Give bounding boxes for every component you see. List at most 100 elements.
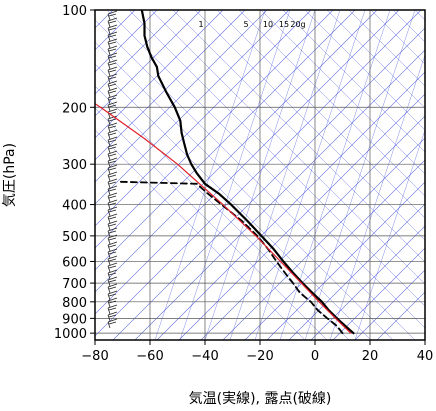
wind-barb-flag (108, 314, 117, 318)
dry-adiabat-line (95, 19, 416, 340)
wind-barb-flag (107, 220, 118, 225)
wind-barb-flag (108, 97, 117, 101)
wind-barb-flag (108, 125, 117, 129)
wind-barb-staff (107, 34, 111, 42)
dry-adiabat-line (95, 63, 372, 340)
x-axis: −80 −60 −40 −20 0 20 40 (81, 340, 433, 364)
wind-barb-flag (107, 213, 118, 218)
wind-barb-staff (107, 293, 111, 301)
wind-barb-flag (107, 199, 118, 204)
wind-barb-flag (108, 174, 117, 178)
wind-barb-staff (107, 160, 111, 168)
y-tick-label: 600 (62, 255, 87, 270)
wind-barb-staff (107, 167, 111, 175)
isotherm-line (354, 269, 425, 340)
isotherm-line (288, 203, 425, 340)
wind-barb-flag (107, 318, 118, 323)
wind-barb-flag (107, 157, 118, 162)
wind-barb-flag (108, 202, 117, 206)
wind-barb-flag (107, 164, 118, 169)
x-tick-label: 0 (311, 349, 319, 364)
x-axis-title: 気温(実線), 露点(破線) (189, 391, 332, 407)
wind-barb-flag (107, 59, 118, 64)
wind-barb-flag (108, 195, 117, 199)
wind-barb-flag (108, 209, 117, 213)
wind-barb-staff (107, 118, 111, 126)
dry-adiabat-line (348, 10, 425, 87)
wind-barb-flag (107, 115, 118, 120)
isotherm-line (95, 10, 246, 161)
x-tick-label: 40 (417, 349, 434, 364)
wind-barb-flag (108, 160, 117, 164)
isotherm-line (332, 247, 425, 340)
temperature-line (140, 10, 355, 335)
wind-barb-flag (107, 234, 118, 239)
wind-barb-flag (107, 87, 118, 92)
wind-barb-flag (107, 297, 118, 302)
wind-barb-flag (108, 90, 117, 94)
wind-barb-staff (107, 41, 111, 49)
dry-adiabat-line (326, 10, 425, 109)
y-axis-title: 気圧(hPa) (2, 143, 18, 207)
x-tick-label: 20 (362, 349, 379, 364)
mixing-ratio-line (179, 10, 291, 340)
dewpoint-line (116, 180, 344, 335)
dry-adiabat-line (150, 10, 425, 285)
wind-barb-staff (107, 265, 111, 273)
y-tick-label: 1000 (54, 327, 87, 342)
wind-barb-staff (107, 279, 111, 287)
wind-barb-flag (107, 143, 118, 148)
dry-adiabat-line (282, 10, 425, 153)
wind-barb-flag (108, 153, 117, 157)
isotherm-line (95, 10, 290, 205)
wind-barb-flag (108, 300, 117, 304)
wind-barb-staff (107, 286, 111, 294)
wind-barb-flag (108, 258, 117, 262)
wind-barb-staff (107, 139, 111, 147)
wind-barb-flag (107, 80, 118, 85)
wind-barb-staff (107, 153, 111, 161)
wind-barb-staff (107, 195, 111, 203)
pressure-temperature-grid (95, 10, 425, 340)
wind-barb-flag (108, 48, 117, 52)
wind-barb-staff (107, 62, 111, 70)
y-tick-label: 500 (62, 230, 87, 245)
y-tick-label: 400 (62, 199, 87, 214)
mixing-ratio-line (229, 10, 341, 340)
wind-barb-flag (107, 73, 118, 78)
isotherm-line (95, 10, 158, 73)
wind-barb-staff (107, 90, 111, 98)
wind-barb-flag (108, 181, 117, 185)
wind-barb-flag (107, 283, 118, 288)
wind-barb-staff (107, 20, 111, 28)
y-tick-label: 800 (62, 296, 87, 311)
mixing-ratio-label: 10 (263, 20, 273, 29)
dry-adiabat-line (106, 10, 425, 329)
guide-lines (95, 10, 425, 340)
isotherm-line (156, 71, 425, 340)
wind-barb-flag (108, 223, 117, 227)
wind-barb-flag (108, 251, 117, 255)
wind-barb-staff (107, 69, 111, 77)
wind-barb-flag (107, 150, 118, 155)
wind-barb-flag (107, 94, 118, 99)
dry-adiabat-line (216, 10, 425, 219)
wind-barb-flag (107, 262, 118, 267)
isotherm-line (95, 10, 268, 183)
wind-barb-flag (107, 304, 118, 309)
wind-barb-flag (108, 13, 117, 17)
wind-barb-staff (107, 230, 111, 238)
mixing-ratio-label: 20g (290, 20, 305, 29)
isotherm-line (95, 10, 334, 249)
wind-barb-flag (107, 66, 118, 71)
wind-barb-flag (107, 31, 118, 36)
wind-barb-flag (107, 311, 118, 316)
wind-barb-staff (107, 181, 111, 189)
sounding-series (95, 10, 355, 335)
wind-barb-flag (108, 27, 117, 31)
wind-barb-flag (108, 104, 117, 108)
wind-barb-staff (107, 146, 111, 154)
wind-barb-flag (108, 321, 117, 325)
